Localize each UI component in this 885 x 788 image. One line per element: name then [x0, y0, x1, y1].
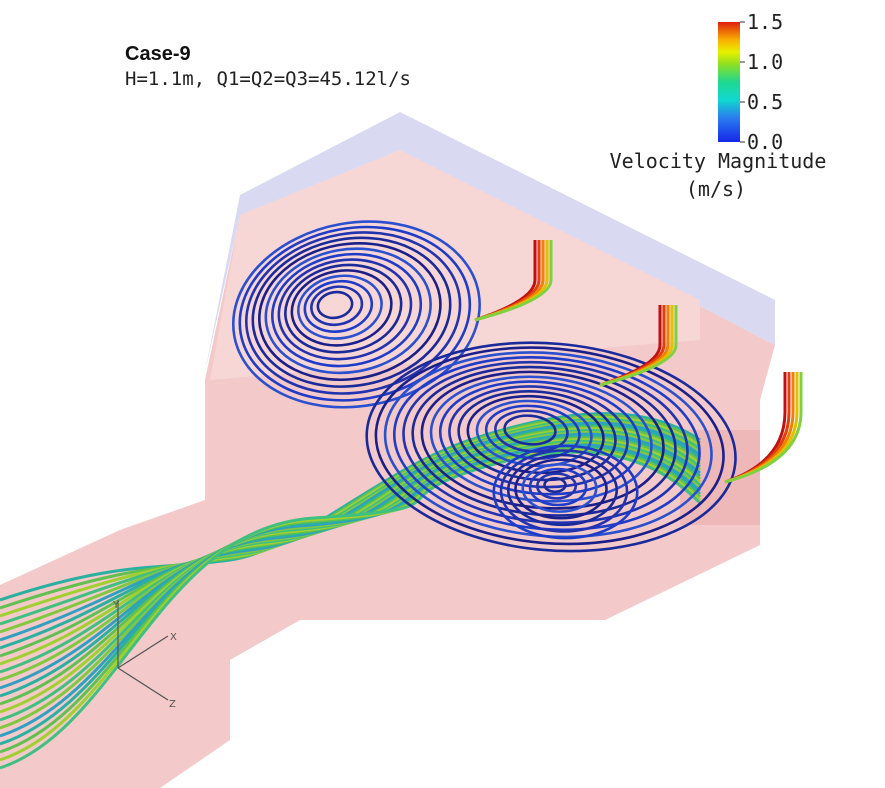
basin-top: [205, 112, 775, 372]
vortex-line: [290, 269, 393, 347]
vortex-line: [277, 258, 413, 361]
vortex-line: [429, 375, 653, 503]
inlet-jet: [474, 240, 553, 322]
streamlines: [0, 220, 803, 770]
vortex-line: [365, 341, 737, 553]
vortex-line: [310, 285, 364, 327]
z-axis: [117, 667, 169, 701]
colorbar-tick-label: 0.5: [747, 90, 783, 114]
vortex-line: [264, 247, 432, 375]
axis-label: Y: [112, 600, 120, 611]
vortex-line: [316, 290, 354, 320]
colorbar-tick-label: 1.0: [747, 50, 783, 74]
vortex-line: [499, 449, 629, 533]
vortex-line: [521, 463, 598, 513]
inlet-jet: [599, 305, 678, 387]
vortex-line: [503, 414, 557, 446]
colorbar-tick-label: 1.5: [747, 10, 783, 34]
inlet-jet: [724, 372, 803, 484]
vortex-line: [271, 252, 423, 368]
case-subtitle: H=1.1m, Q1=Q2=Q3=45.12l/s: [125, 68, 411, 90]
streamline: [0, 412, 701, 602]
case-title: Case-9: [125, 43, 191, 65]
vortex-line: [284, 263, 403, 354]
streamline: [0, 414, 701, 610]
vortex-line: [238, 225, 472, 402]
vortex-line: [528, 467, 588, 507]
vortex-line: [448, 385, 629, 489]
vortex-line: [374, 346, 725, 546]
vortex-line: [438, 380, 641, 496]
vortex-line: [492, 444, 639, 540]
vortex-line: [535, 472, 578, 500]
streamline: [0, 419, 701, 634]
vortex-line: [251, 236, 452, 388]
colorbar-tick-label: 0.0: [747, 130, 783, 154]
colorbar-unit: (m/s): [686, 177, 746, 201]
vortex-line: [297, 274, 383, 340]
vortex-line: [506, 453, 619, 527]
axis-label: Z: [169, 699, 176, 710]
colorbar-title: Velocity Magnitude: [610, 149, 827, 173]
vortex-line: [303, 279, 374, 333]
vortex-line: [244, 231, 462, 395]
colorbar-ticks: 1.5 1.0 0.5 0.0: [740, 10, 783, 154]
vortex-line: [514, 458, 608, 520]
vortex-line: [543, 476, 567, 494]
vortex-line: [484, 404, 581, 460]
axis-label: X: [170, 632, 177, 643]
vortex-line: [231, 220, 481, 409]
x-axis: [117, 635, 169, 669]
axis-triad: [117, 600, 169, 701]
colorbar: [718, 22, 740, 142]
vortex-line: [258, 241, 442, 382]
